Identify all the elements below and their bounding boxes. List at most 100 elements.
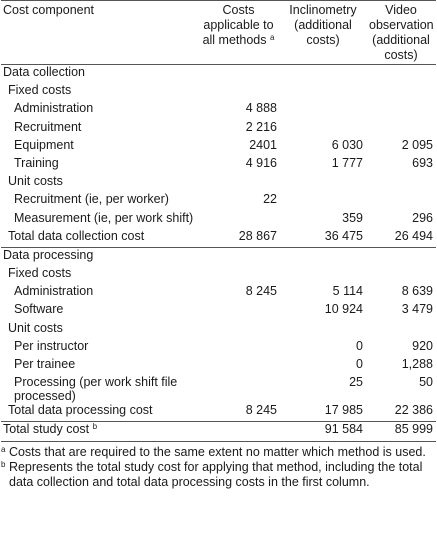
- table-row: Total study cost b 91 584 85 999: [1, 421, 436, 442]
- cell-inclinometry: [280, 64, 366, 84]
- cell-inclinometry: 359: [342, 210, 363, 225]
- cell-all-methods: [197, 211, 280, 229]
- footnote-mark-b: b: [92, 422, 98, 432]
- cell-video-observation: 8 639: [401, 284, 433, 299]
- cell-video-observation: [366, 246, 436, 267]
- footnote-b: b Represents the total study cost for ap…: [1, 460, 423, 489]
- cell-all-methods: 2401: [249, 137, 277, 152]
- cell-video-observation: [366, 321, 436, 339]
- cell-video-observation: 920: [412, 338, 433, 353]
- table-row: Total data processing cost 8 245 17 985 22 …: [1, 403, 436, 422]
- cell-all-methods: 8 245: [245, 403, 277, 418]
- table-row: Recruitment 2 216: [1, 120, 436, 138]
- table-row: Administration 4 888: [1, 101, 436, 119]
- row-label: Equipment: [14, 137, 74, 152]
- table-row: Equipment 2401 6 030 2 095: [1, 138, 436, 156]
- cost-table: Cost component Costs applicable to all m…: [1, 0, 436, 442]
- cell-inclinometry: 25: [349, 375, 363, 390]
- cell-inclinometry: 5 114: [332, 284, 363, 299]
- cell-inclinometry: [280, 174, 366, 192]
- cell-all-methods: [197, 321, 280, 339]
- cell-video-observation: [366, 83, 436, 101]
- row-label: Data collection: [1, 64, 197, 84]
- cell-video-observation: 296: [412, 210, 433, 225]
- cell-video-observation: 26 494: [394, 228, 433, 243]
- row-label: Unit costs: [8, 320, 63, 335]
- table-row: Unit costs: [1, 174, 436, 192]
- cell-video-observation: 85 999: [366, 421, 436, 442]
- cell-all-methods: [197, 83, 280, 101]
- cell-video-observation: 693: [412, 155, 433, 170]
- cell-inclinometry: 0: [356, 357, 363, 371]
- cell-inclinometry: [280, 192, 366, 210]
- footnote-mark-b: b: [1, 460, 6, 470]
- cell-inclinometry: [280, 246, 366, 267]
- table-header: Cost component Costs applicable to all m…: [1, 0, 436, 65]
- cell-video-observation: [366, 266, 436, 284]
- cell-video-observation: [366, 101, 436, 119]
- table-row: Per instructor 0 920: [1, 339, 436, 357]
- table-row: Fixed costs: [1, 83, 436, 101]
- cell-inclinometry: 6 030: [331, 137, 363, 152]
- cell-inclinometry: 1 777: [331, 155, 363, 170]
- table-row: Recruitment (ie, per worker) 22: [1, 192, 436, 210]
- table-row: Administration 8 245 5 114 8 639: [1, 284, 436, 302]
- cell-all-methods: 4 916: [245, 155, 277, 170]
- cell-inclinometry: [280, 321, 366, 339]
- cell-inclinometry: 0: [356, 338, 363, 353]
- table-body: Data collection Fixed costs Administration…: [1, 64, 436, 442]
- cell-inclinometry: [280, 266, 366, 284]
- cell-all-methods: [197, 64, 280, 84]
- table-row: Training 4 916 1 777 693: [1, 156, 436, 174]
- cell-all-methods: [197, 357, 280, 375]
- row-label: Administration: [14, 101, 94, 116]
- cell-all-methods: [197, 339, 280, 357]
- row-label: Administration: [14, 284, 94, 299]
- table-row: Data collection: [1, 64, 436, 84]
- table-row: Processing (per work shift file processe…: [1, 375, 436, 403]
- cell-video-observation: 1,288: [401, 357, 433, 371]
- cell-all-methods: 4 888: [245, 101, 277, 116]
- row-label: Data processing: [1, 246, 197, 267]
- table-row: Per trainee 0 1,288: [1, 357, 436, 375]
- row-label: Total study cost b: [1, 421, 197, 442]
- cell-all-methods: [197, 375, 280, 403]
- cell-inclinometry: 91 584: [280, 421, 366, 442]
- cell-video-observation: 22 386: [394, 403, 433, 418]
- cell-all-methods: 8 245: [245, 284, 277, 299]
- header-inclinometry: Inclinometry (additional costs): [280, 0, 366, 65]
- footnotes: a Costs that are required to the same ex…: [1, 445, 433, 490]
- table-row: Unit costs: [1, 321, 436, 339]
- footnote-a: a Costs that are required to the same ex…: [1, 444, 426, 459]
- header-cost-component: Cost component: [1, 0, 197, 65]
- row-label: Recruitment: [14, 119, 82, 134]
- cell-all-methods: 28 867: [238, 228, 277, 243]
- table-row: Software 10 924 3 479: [1, 302, 436, 320]
- cell-inclinometry: [280, 120, 366, 138]
- cell-inclinometry: [280, 101, 366, 119]
- cell-video-observation: [366, 192, 436, 210]
- cell-video-observation: [366, 64, 436, 84]
- cell-video-observation: 50: [419, 375, 433, 390]
- row-label: Unit costs: [8, 174, 63, 189]
- cell-all-methods: [197, 421, 280, 442]
- cell-video-observation: 3 479: [401, 302, 433, 317]
- table-row: Total data collection cost 28 867 36 475 26…: [1, 229, 436, 248]
- table-row: Measurement (ie, per work shift) 359 296: [1, 211, 436, 229]
- footnote-mark-a: a: [1, 444, 6, 454]
- row-label: Software: [14, 302, 64, 317]
- cell-all-methods: 22: [263, 192, 277, 207]
- cell-inclinometry: 36 475: [324, 228, 363, 243]
- cell-video-observation: [366, 174, 436, 192]
- footnote-mark-a: a: [269, 33, 275, 42]
- row-label: Measurement (ie, per work shift): [14, 210, 194, 225]
- cell-all-methods: [197, 266, 280, 284]
- cell-all-methods: [197, 246, 280, 267]
- row-label: Training: [14, 155, 59, 170]
- row-label: Total data processing cost: [8, 403, 153, 418]
- row-label: Per trainee: [14, 357, 76, 371]
- table-row: Data processing: [1, 246, 436, 267]
- cell-video-observation: [366, 120, 436, 138]
- header-all-methods: Costs applicable to all methods a: [197, 0, 280, 65]
